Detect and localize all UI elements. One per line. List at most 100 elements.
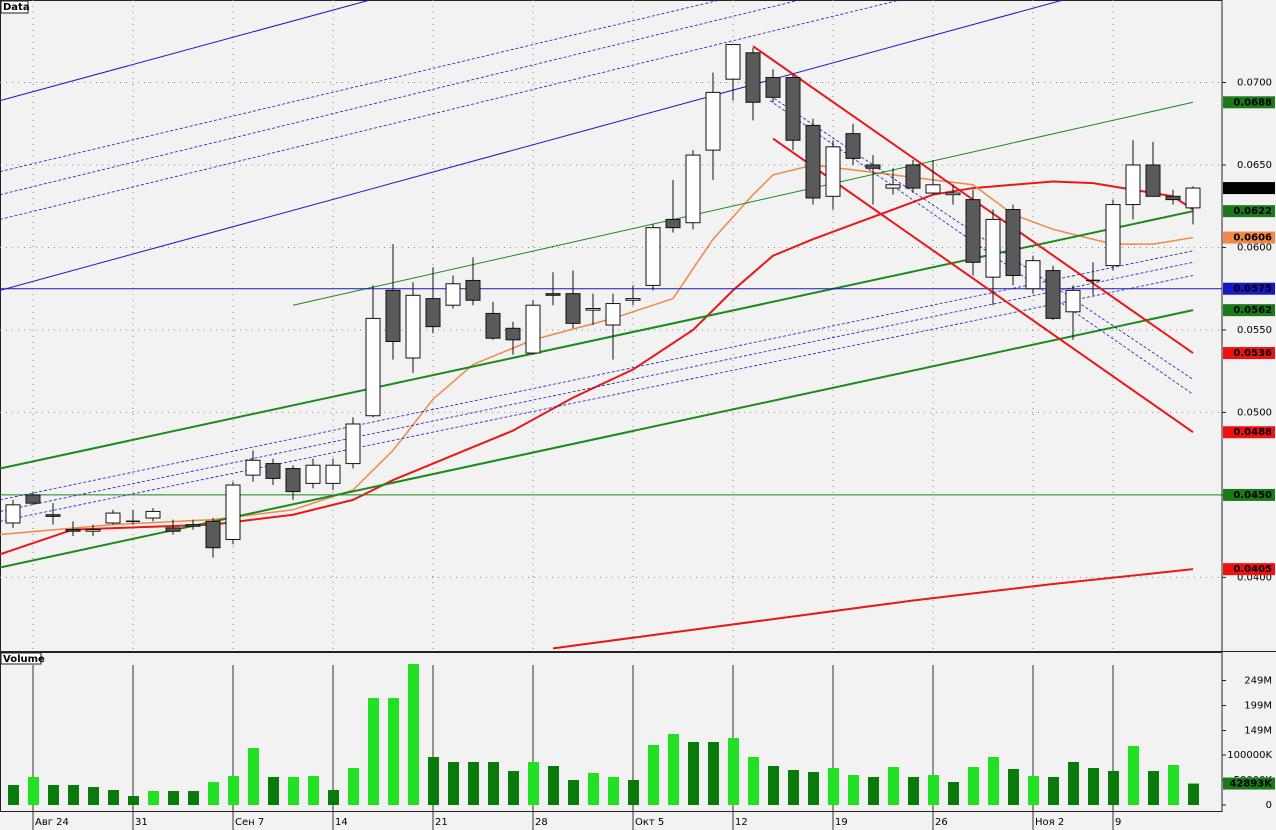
price-marker [1223,563,1275,576]
price-marker [1223,426,1275,439]
y-tick-label: 249M [1244,676,1272,687]
candle-body [865,164,881,169]
volume-bar [588,773,599,805]
panel-title: Volume [3,654,45,665]
volume-bar [388,698,399,805]
volume-bar [1128,746,1139,805]
volume-bar [248,748,259,805]
volume-bar [508,771,519,805]
volume-bar [168,791,179,805]
volume-bar [488,762,499,805]
volume-bar [288,777,299,805]
candle-body [465,279,481,301]
y-tick-label: 0.0400 [1237,572,1272,583]
volume-bar [108,790,119,805]
candle-body [985,218,1001,278]
axes: 0.0400 0.0450 0.0500 0.0550 0.0600 0.0650 0.07… [32,77,1275,830]
volume-bar [808,772,819,805]
indicator-line [0,275,1194,522]
volume-bar [708,742,719,805]
indicator-line [0,0,901,220]
y-tick-label: 0 [1266,800,1272,811]
volume-bar [88,787,99,805]
y-tick-label: 0.0650 [1237,160,1272,171]
price-marker-label: 0.0450 [1233,490,1272,501]
volume-bars [8,664,1199,812]
volume-bar [1048,777,1059,805]
volume-bar [948,782,959,805]
candle-body [605,303,621,326]
volume-bar [788,770,799,805]
candle-body [945,192,961,196]
x-tick-label: Ноя 2 [1035,817,1064,828]
volume-bar [868,777,879,805]
candle-body [1145,164,1161,197]
volume-marker [1223,777,1275,790]
y-tick-label: 0.0550 [1237,325,1272,336]
volume-bar [468,762,479,805]
price-marker [1223,347,1275,360]
candle-body [1105,204,1121,267]
candle-body [625,298,641,301]
candle-body [1185,187,1201,209]
candle-body [505,327,521,341]
volume-bar [728,738,739,805]
volume-bar [408,664,419,805]
candle-body [245,459,261,476]
x-tick-label: 21 [435,817,448,828]
volume-bar [1068,762,1079,805]
volume-bar [128,796,139,805]
volume-panel [0,652,1223,812]
indicator-line [0,164,1194,536]
x-tick-label: 31 [135,817,148,828]
price-marker [1223,96,1275,109]
volume-bar [428,757,439,805]
candle-body [105,512,121,524]
candle-body [205,520,221,549]
candle-body [1165,195,1181,201]
volume-bar [368,698,379,805]
price-marker [1223,488,1275,501]
price-marker [1223,231,1275,244]
candle-body [225,484,241,540]
indicator-line [0,180,1194,556]
volume-bar [1008,769,1019,805]
candle-body [85,529,101,532]
volume-bar [888,767,899,805]
volume-bar [848,775,859,805]
volume-bar [208,782,219,805]
candles [5,44,1201,558]
price-marker-label: 0.0688 [1233,97,1272,108]
candle-body [385,289,401,342]
volume-bar [688,742,699,805]
volume-bar [1188,783,1199,805]
candle-body [305,464,321,484]
candle-body [325,464,341,484]
candle-body [905,164,921,189]
candle-body [445,283,461,306]
volume-bar [668,734,679,805]
price-marker [1223,182,1275,195]
volume-bar [1168,765,1179,805]
candle-body [545,293,561,296]
candle-body [845,133,861,159]
candle-body [285,468,301,493]
volume-bar [608,777,619,805]
indicator-line [0,261,1194,512]
price-marker-label: 0.0562 [1233,305,1272,316]
volume-bar [908,777,919,805]
volume-bar [148,791,159,805]
candle-body [1045,270,1061,319]
x-tick-label: 19 [835,817,848,828]
indicator-line [772,137,1194,434]
candle-body [925,184,941,194]
price-marker-label: 0.0606 [1233,233,1272,244]
volume-bar [8,785,19,805]
x-tick-label: 28 [535,817,548,828]
candle-body [165,527,181,532]
x-tick-label: 14 [335,817,348,828]
candle-body [685,154,701,224]
candle-body [765,77,781,98]
